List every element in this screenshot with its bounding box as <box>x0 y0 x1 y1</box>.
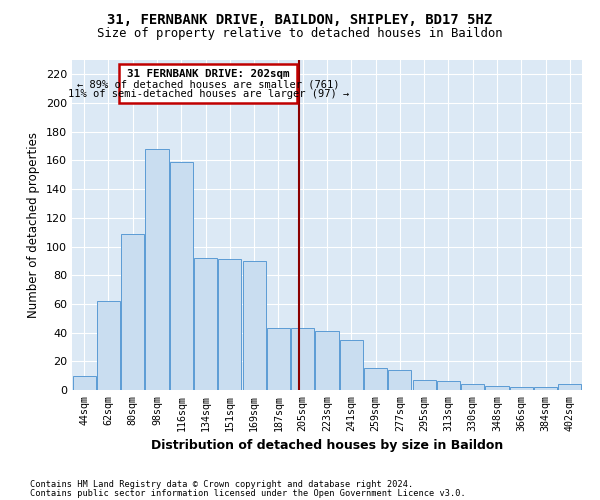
Bar <box>218 260 241 390</box>
Bar <box>194 258 217 390</box>
Bar <box>510 387 533 390</box>
Bar <box>461 384 484 390</box>
Bar <box>73 376 95 390</box>
Bar <box>242 261 266 390</box>
FancyBboxPatch shape <box>119 64 298 103</box>
Bar <box>485 386 509 390</box>
Y-axis label: Number of detached properties: Number of detached properties <box>28 132 40 318</box>
Bar <box>364 368 387 390</box>
Bar <box>437 382 460 390</box>
Bar <box>413 380 436 390</box>
Text: Contains HM Land Registry data © Crown copyright and database right 2024.: Contains HM Land Registry data © Crown c… <box>30 480 413 489</box>
Bar <box>267 328 290 390</box>
Text: 31 FERNBANK DRIVE: 202sqm: 31 FERNBANK DRIVE: 202sqm <box>127 70 290 80</box>
Bar <box>316 331 338 390</box>
Text: 11% of semi-detached houses are larger (97) →: 11% of semi-detached houses are larger (… <box>68 90 349 100</box>
Bar <box>559 384 581 390</box>
Bar <box>340 340 363 390</box>
Bar <box>291 328 314 390</box>
Text: ← 89% of detached houses are smaller (761): ← 89% of detached houses are smaller (76… <box>77 80 340 90</box>
Text: Contains public sector information licensed under the Open Government Licence v3: Contains public sector information licen… <box>30 488 466 498</box>
Bar <box>534 387 557 390</box>
Text: Size of property relative to detached houses in Baildon: Size of property relative to detached ho… <box>97 28 503 40</box>
Bar <box>170 162 193 390</box>
Bar <box>388 370 412 390</box>
Text: 31, FERNBANK DRIVE, BAILDON, SHIPLEY, BD17 5HZ: 31, FERNBANK DRIVE, BAILDON, SHIPLEY, BD… <box>107 12 493 26</box>
Bar <box>97 301 120 390</box>
Bar <box>145 149 169 390</box>
Bar <box>121 234 144 390</box>
X-axis label: Distribution of detached houses by size in Baildon: Distribution of detached houses by size … <box>151 439 503 452</box>
